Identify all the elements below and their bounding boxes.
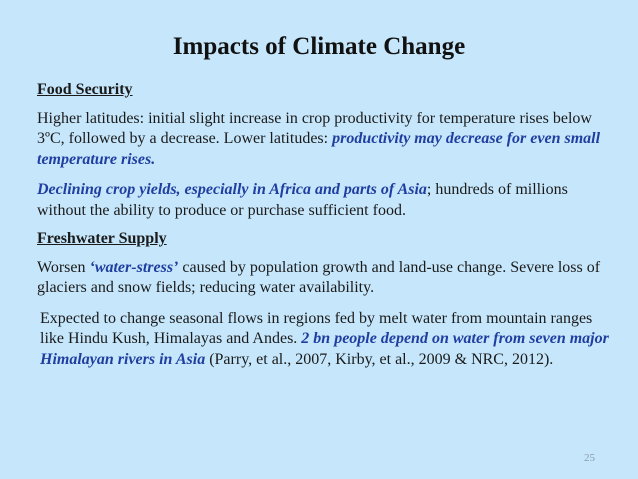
water-paragraph-1: Worsen ‘water-stress’ caused by populati… — [37, 258, 612, 299]
food-p1-highlight: productivity may decrease for even small… — [37, 130, 601, 168]
water-p2-highlight: 2 bn people depend on water from seven m… — [40, 330, 609, 368]
food-p2-highlight: Declining crop yields, especially in Afr… — [37, 181, 427, 198]
water-p1-pre: Worsen — [37, 258, 90, 276]
water-p1-highlight: ‘water-stress’ — [89, 258, 179, 276]
slide-title: Impacts of Climate Change — [172, 33, 466, 60]
page-number: 25 — [584, 452, 595, 464]
water-paragraph-2: Expected to change seasonal flows in reg… — [37, 309, 612, 371]
food-security-heading: Food Security — [37, 81, 133, 98]
food-p2-text: ; hundreds of millions without the abili… — [37, 181, 568, 219]
food-paragraph-1: Higher latitudes: initial slight increas… — [37, 109, 612, 171]
food-paragraph-2: Declining crop yields, especially in Afr… — [37, 180, 612, 221]
food-p1-text: Higher latitudes: initial slight increas… — [37, 109, 592, 148]
freshwater-supply-heading: Freshwater Supply — [37, 230, 167, 247]
water-p2-post: (Parry, et al., 2007, Kirby, et al., 200… — [205, 350, 554, 368]
water-p2-pre: Expected to change seasonal flows in reg… — [40, 309, 593, 348]
slide-body: Food Security Higher latitudes: initial … — [37, 80, 612, 370]
water-p1-post: caused by population growth and land-use… — [37, 258, 601, 297]
